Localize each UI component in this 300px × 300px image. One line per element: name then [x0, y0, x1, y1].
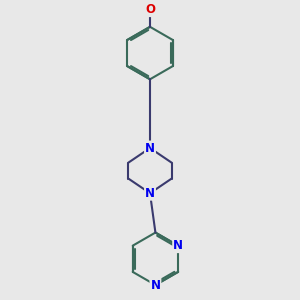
Text: O: O: [145, 3, 155, 16]
Text: N: N: [145, 142, 155, 154]
Text: N: N: [150, 278, 161, 292]
Text: N: N: [173, 239, 183, 252]
Text: N: N: [145, 187, 155, 200]
